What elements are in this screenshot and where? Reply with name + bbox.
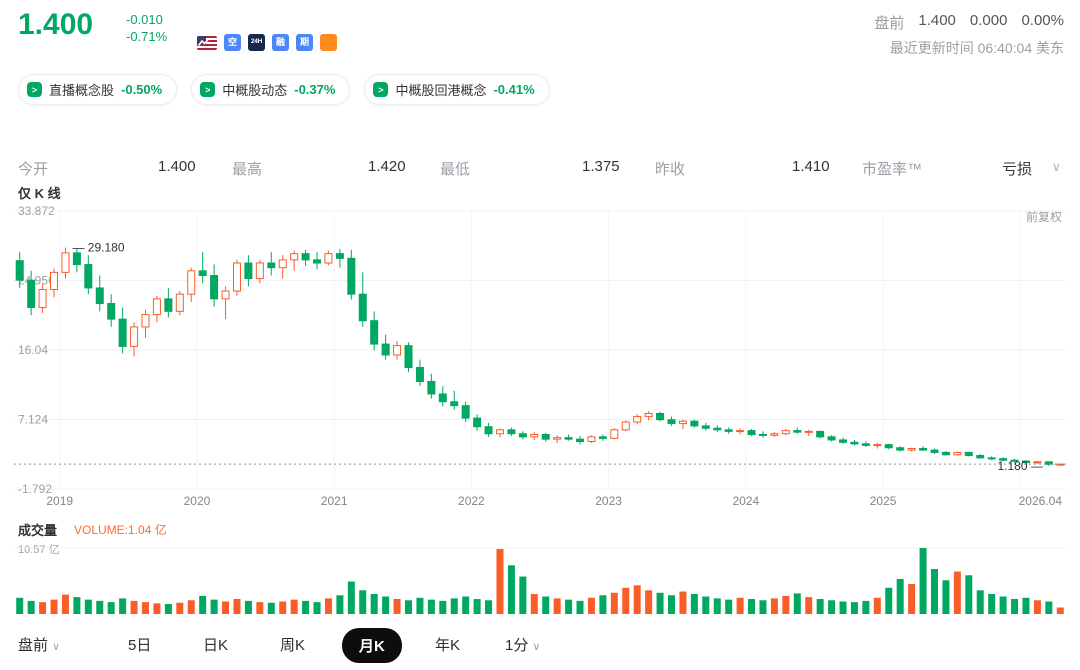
- svg-text:16.04: 16.04: [18, 343, 48, 357]
- svg-text:-1.792: -1.792: [18, 482, 52, 496]
- premarket-price: 1.400: [918, 12, 956, 29]
- concept-tags: > 直播概念股 -0.50% > 中概股动态 -0.37% > 中概股回港概念 -0.41%: [18, 74, 550, 105]
- stat-value: 1.400: [158, 158, 196, 175]
- tab-label: 周K: [280, 637, 306, 654]
- chevron-down-icon: ∨: [532, 641, 541, 653]
- adjustment-mode-dropdown[interactable]: 前复权: [1025, 210, 1062, 224]
- concept-tag-label: 中概股动态: [222, 83, 288, 98]
- svg-text:2023: 2023: [595, 494, 622, 508]
- volume-title: 成交量: [18, 523, 58, 538]
- svg-text:33.872: 33.872: [18, 204, 55, 218]
- concept-tag[interactable]: > 中概股回港概念 -0.41%: [364, 74, 550, 105]
- svg-text:2026.04: 2026.04: [1019, 494, 1063, 508]
- stat-label: 市盈率™: [862, 161, 923, 178]
- us-flag-icon: [197, 35, 217, 50]
- concept-tag-label: 直播概念股: [49, 83, 115, 98]
- tab-日K[interactable]: 日K: [203, 634, 228, 655]
- change-value: -0.010: [126, 12, 163, 27]
- quote-stats: 今开 1.400 最高 1.420 最低 1.375 昨收 1.410 市盈率™ 亏损 ∨: [0, 158, 1080, 178]
- current-price: 1.400: [18, 8, 94, 41]
- concept-tag-label: 中概股回港概念: [395, 83, 487, 98]
- svg-text:2021: 2021: [321, 494, 348, 508]
- stat-value: 1.420: [368, 158, 406, 175]
- concept-tag-percent: -0.37%: [294, 82, 336, 97]
- feature-badges: 空 24H 融期: [197, 34, 337, 51]
- tab-label: 1分: [505, 637, 529, 654]
- svg-text:7.124: 7.124: [18, 413, 48, 427]
- tab-label: 日K: [203, 637, 229, 654]
- concept-tag-icon: >: [27, 82, 42, 97]
- stat-label: 最低: [440, 161, 471, 178]
- stat-label: 今开: [18, 161, 49, 178]
- stat-value: 亏损: [1002, 161, 1033, 178]
- stat-value: 1.410: [792, 158, 830, 175]
- concept-tag[interactable]: > 中概股动态 -0.37%: [191, 74, 351, 105]
- svg-text:2020: 2020: [184, 494, 211, 508]
- chevron-down-icon: ∨: [52, 641, 61, 653]
- volume-axis-max: 10.57 亿: [18, 544, 60, 556]
- tab-月K[interactable]: 月K: [342, 628, 402, 663]
- tab-label: 5日: [128, 637, 152, 654]
- volume-chart[interactable]: [0, 538, 1080, 620]
- concept-tag-percent: -0.41%: [493, 82, 535, 97]
- concept-tag-percent: -0.50%: [121, 82, 163, 97]
- tab-label: 年K: [435, 637, 461, 654]
- tab-label: 月K: [359, 638, 385, 655]
- tab-1分[interactable]: 1分 ∨: [505, 634, 540, 655]
- tab-5日[interactable]: 5日: [128, 634, 151, 655]
- tab-周K[interactable]: 周K: [280, 634, 305, 655]
- svg-text:1.180 —: 1.180 —: [997, 459, 1042, 473]
- premarket-change: 0.000: [969, 12, 1008, 29]
- volume-current-value: VOLUME:1.04 亿: [74, 523, 167, 537]
- chart-badge-icon[interactable]: [197, 34, 337, 51]
- premarket-quote: 盘前 1.400 0.000 0.00%: [874, 12, 1064, 33]
- premarket-label: 盘前: [874, 15, 905, 32]
- svg-text:2024: 2024: [732, 494, 759, 508]
- 24h-trading-badge-icon[interactable]: 24H: [248, 34, 265, 51]
- change-percent: -0.71%: [126, 29, 168, 44]
- last-updated-time: 最近更新时间 06:40:04 美东: [889, 40, 1064, 56]
- stat-value: 1.375: [582, 158, 620, 175]
- options-badge-icon[interactable]: 期: [296, 34, 313, 51]
- timeframe-tabs: 盘前 ∨ 5日 日K 周K 月K 年K 1分 ∨: [0, 628, 1080, 663]
- svg-text:— 29.180: — 29.180: [72, 241, 124, 255]
- short-badge-icon[interactable]: 空: [224, 34, 241, 51]
- svg-text:2019: 2019: [46, 494, 73, 508]
- tab-盘前[interactable]: 盘前 ∨: [18, 634, 60, 655]
- kline-only-toggle[interactable]: 仅 K 线: [18, 186, 61, 201]
- svg-text:2025: 2025: [870, 494, 897, 508]
- chevron-down-icon[interactable]: ∨: [1052, 160, 1061, 174]
- price-change: -0.010 -0.71%: [126, 11, 167, 45]
- premarket-percent: 0.00%: [1021, 12, 1064, 29]
- concept-tag[interactable]: > 直播概念股 -0.50%: [18, 74, 178, 105]
- tab-年K[interactable]: 年K: [435, 634, 460, 655]
- tab-label: 盘前: [18, 637, 49, 654]
- concept-tag-icon: >: [373, 82, 389, 97]
- margin-badge-icon[interactable]: 融: [272, 34, 289, 51]
- concept-tag-icon: >: [200, 82, 216, 97]
- stat-label: 最高: [232, 161, 263, 178]
- stat-label: 昨收: [655, 161, 686, 178]
- svg-text:2022: 2022: [458, 494, 485, 508]
